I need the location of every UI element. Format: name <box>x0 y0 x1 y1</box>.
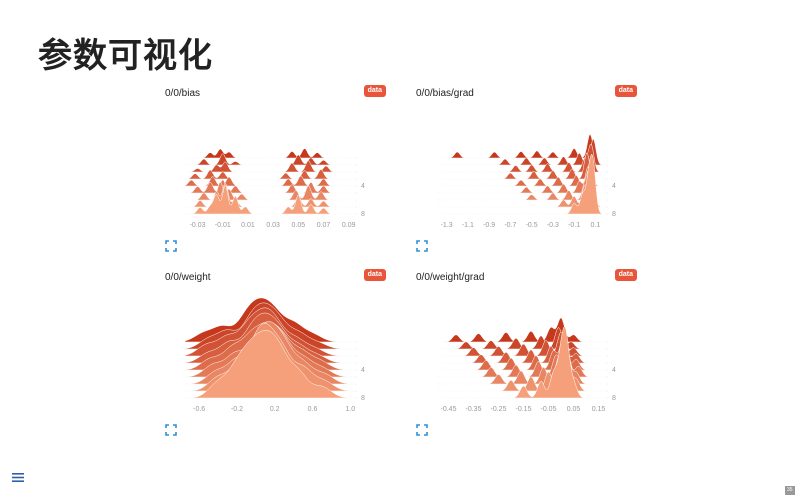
x-tick-label: -0.7 <box>504 222 516 229</box>
ridge-series <box>436 165 606 194</box>
data-badge[interactable]: data <box>363 85 386 97</box>
y-tick-label: 4 <box>612 367 616 374</box>
ridge-series <box>184 169 355 180</box>
x-tick-label: -0.1 <box>568 222 580 229</box>
x-tick-label: 0.1 <box>591 222 601 229</box>
y-tick-label: 4 <box>361 367 365 374</box>
x-tick-label: -0.9 <box>483 222 495 229</box>
x-tick-label: -0.6 <box>193 406 205 413</box>
x-tick-label: -0.05 <box>541 406 557 413</box>
x-tick-label: 0.07 <box>317 222 331 229</box>
panel-weight: 0/0/weight data -0.6 -0.2 0.2 0.6 1.0 4 8 <box>165 269 386 447</box>
ridge-series <box>184 330 356 399</box>
x-tick-label: -0.5 <box>526 222 538 229</box>
x-tick-label: 0.09 <box>342 222 356 229</box>
slide-number: 35 <box>785 486 795 495</box>
panel-title: 0/0/bias <box>165 88 201 99</box>
ridgeline-chart: -0.6 -0.2 0.2 0.6 1.0 4 8 <box>184 297 365 413</box>
x-tick-label: 0.01 <box>241 222 255 229</box>
y-tick-label: 8 <box>361 395 365 402</box>
y-tick-label: 8 <box>612 395 616 402</box>
panel-bias: 0/0/bias data -0.03 -0.01 0.01 0.03 0.05 0.07… <box>165 85 386 263</box>
panel-weight-grad: 0/0/weight/grad data -0.45 -0.35 -0.25 -0.1… <box>416 269 637 447</box>
x-tick-label: -0.15 <box>516 406 532 413</box>
menu-icon[interactable] <box>12 472 24 483</box>
x-tick-label: 0.6 <box>308 406 318 413</box>
ridge-series <box>436 153 606 215</box>
x-tick-label: -0.03 <box>190 222 206 229</box>
ridge-series <box>436 139 606 166</box>
panel-title: 0/0/weight <box>165 272 211 283</box>
expand-icon[interactable] <box>416 424 428 436</box>
x-tick-label: -1.3 <box>441 222 453 229</box>
ridgeline-chart: -0.03 -0.01 0.01 0.03 0.05 0.07 0.09 4 8 <box>184 148 365 229</box>
y-tick-label: 4 <box>612 183 616 190</box>
ridge-series <box>184 175 355 187</box>
data-badge[interactable]: data <box>614 85 637 97</box>
y-tick-label: 8 <box>612 211 616 218</box>
ridge-series <box>185 160 355 173</box>
ridgeline-chart: -0.45 -0.35 -0.25 -0.15 -0.05 0.05 0.15 4 8 <box>436 317 616 413</box>
ridge-series <box>436 331 606 357</box>
x-tick-label: -0.35 <box>466 406 482 413</box>
data-badge[interactable]: data <box>363 269 386 281</box>
y-tick-label: 8 <box>361 211 365 218</box>
ridgeline-chart: -1.3 -1.1 -0.9 -0.7 -0.5 -0.3 -0.1 0.1 4 8 <box>436 133 616 229</box>
expand-icon[interactable] <box>165 240 177 252</box>
y-tick-label: 4 <box>361 183 365 190</box>
x-tick-label: 0.05 <box>567 406 581 413</box>
panel-bias-grad: 0/0/bias/grad data -1.3 -1.1 -0.9 -0.7 -0.5-… <box>416 85 637 263</box>
ridge-series <box>436 325 606 399</box>
ridge-series <box>436 317 606 343</box>
ridge-series <box>185 153 355 166</box>
x-tick-label: -0.25 <box>491 406 507 413</box>
ridge-series <box>436 327 606 350</box>
panel-title: 0/0/bias/grad <box>416 88 474 99</box>
ridge-series <box>185 184 355 215</box>
x-tick-label: 0.03 <box>266 222 280 229</box>
panel-title: 0/0/weight/grad <box>416 272 485 283</box>
x-tick-label: -0.01 <box>215 222 231 229</box>
expand-icon[interactable] <box>165 424 177 436</box>
ridge-series <box>185 179 355 194</box>
page-title: 参数可视化 <box>38 36 213 76</box>
x-tick-label: 0.05 <box>292 222 306 229</box>
data-badge[interactable]: data <box>614 269 637 281</box>
x-tick-label: -0.3 <box>547 222 559 229</box>
ridge-series <box>185 148 355 159</box>
x-tick-label: 1.0 <box>345 406 355 413</box>
x-tick-label: 0.15 <box>592 406 606 413</box>
x-tick-label: -1.1 <box>462 222 474 229</box>
expand-icon[interactable] <box>416 240 428 252</box>
x-tick-label: -0.2 <box>231 406 243 413</box>
x-tick-label: 0.2 <box>270 406 280 413</box>
x-tick-label: -0.45 <box>441 406 457 413</box>
